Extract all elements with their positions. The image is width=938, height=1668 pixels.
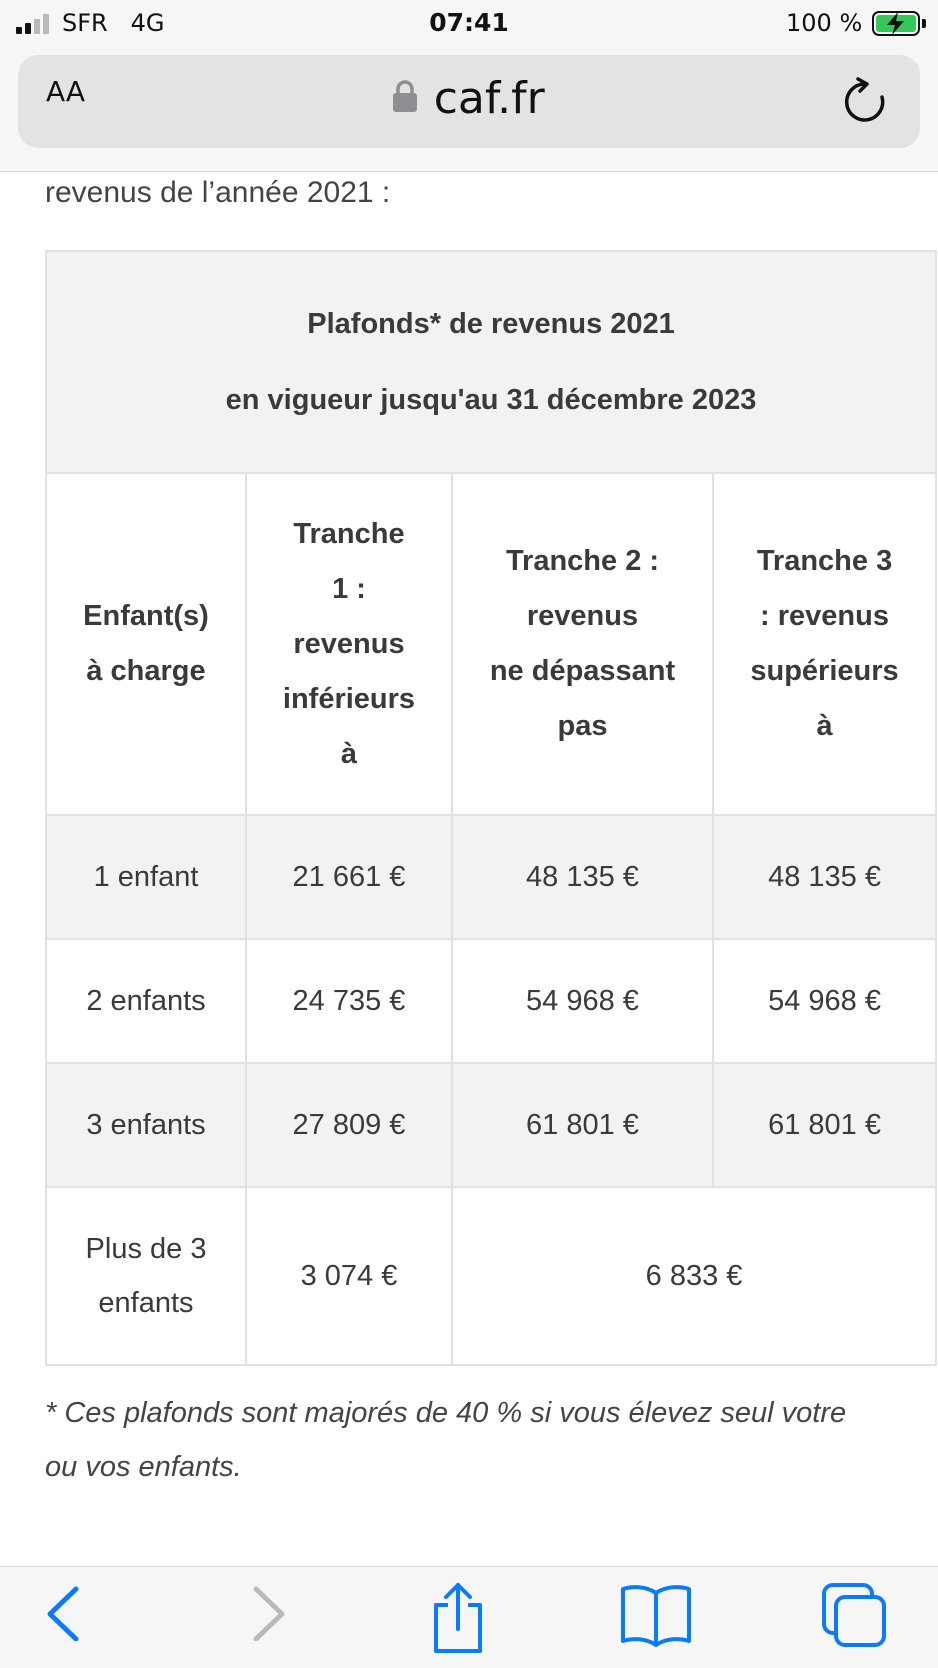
cell-children: 3 enfants [45,1062,247,1188]
income-ceilings-table: Plafonds* de revenus 2021 en vigueur jus… [44,250,938,1366]
text-size-button[interactable]: AA [46,75,86,108]
table-caption-row: Plafonds* de revenus 2021 en vigueur jus… [44,250,938,474]
cell-children: 2 enfants [45,938,247,1064]
table-title: Plafonds* de revenus 2021 [307,308,675,340]
reload-icon[interactable] [840,77,890,132]
signal-strength-icon [16,14,52,34]
forward-icon[interactable] [242,1581,292,1646]
battery-charging-icon [872,11,926,36]
header-children: Enfant(s) à charge [45,472,247,816]
bookmarks-icon[interactable] [620,1581,692,1652]
cell-children: 1 enfant [45,814,247,940]
cell-tranche-1: 27 809 € [245,1062,453,1188]
header-tranche-2: Tranche 2 : revenus ne dépassant pas [451,472,714,816]
header-tranche-3: Tranche 3: revenus supérieurs à [711,472,938,816]
table-row: 2 enfants 24 735 € 54 968 € 54 968 € [45,938,938,1064]
cell-tranche-3: 48 135 € [711,814,938,940]
browser-toolbar [0,1566,938,1668]
cell-tranche-1: 21 661 € [245,814,453,940]
lock-icon [393,80,418,117]
table-row: 3 enfants 27 809 € 61 801 € 61 801 € [45,1062,938,1188]
url-display[interactable]: caf.fr [18,73,920,124]
status-bar: SFR 4G 07:41 100 % [0,0,938,48]
header-tranche-1: Tranche 1 : revenus inférieurs à [245,472,453,816]
battery-percentage: 100 % [786,9,863,37]
cell-tranche-2: 61 801 € [451,1062,714,1188]
status-time: 07:41 [429,8,509,37]
cell-tranche-2: 48 135 € [451,814,714,940]
cell-tranche-1: 3 074 € [245,1186,453,1366]
browser-address-area: AA caf.fr [0,48,938,172]
table-subtitle: en vigueur jusqu'au 31 décembre 2023 [225,384,757,416]
cell-tranche-1: 24 735 € [245,938,453,1064]
network-type: 4G [130,9,165,37]
cell-tranche-2: 54 968 € [451,938,714,1064]
table-caption: Plafonds* de revenus 2021 en vigueur jus… [44,250,938,474]
share-icon[interactable] [428,1581,488,1658]
cell-tranche-3: 54 968 € [711,938,938,1064]
table-header-row: Enfant(s) à charge Tranche 1 : revenus infér… [45,472,938,816]
intro-text: revenus de l’année 2021 : [45,176,391,209]
carrier-label: SFR 4G [62,9,165,37]
tabs-icon[interactable] [820,1581,890,1656]
back-icon[interactable] [40,1581,90,1646]
address-bar[interactable]: AA caf.fr [18,55,920,148]
cell-tranche-2-3: 6 833 € [450,1186,938,1366]
footnote: * Ces plafonds sont majorés de 40 % si v… [45,1397,847,1483]
domain-text: caf.fr [433,73,545,124]
cell-tranche-3: 61 801 € [711,1062,938,1188]
table-row: 1 enfant 21 661 € 48 135 € 48 135 € [45,814,938,940]
cell-children: Plus de 3 enfants [45,1186,247,1366]
table-row: Plus de 3 enfants 3 074 € 6 833 € [45,1186,938,1366]
